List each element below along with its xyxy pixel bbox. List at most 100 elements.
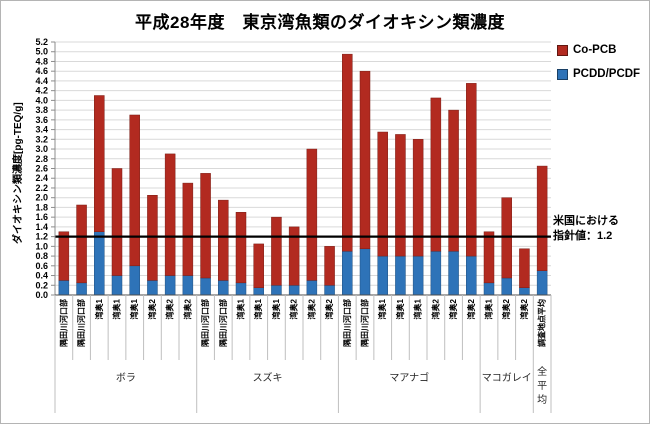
bar-segment-co-pcb (111, 168, 123, 276)
bar-segment-pcdd-pcdf (412, 255, 424, 296)
bar-segment-pcdd-pcdf (395, 255, 406, 296)
x-tick-label: 湾奥1 (129, 298, 139, 319)
bar-segment-pcdd-pcdf (182, 275, 194, 296)
bar-segment-pcdd-pcdf (288, 285, 300, 296)
legend-item-pcdd-pcdf: PCDD/PCDF (557, 68, 640, 80)
bar-segment-pcdd-pcdf (164, 275, 176, 296)
bar-segment-co-pcb (288, 226, 300, 286)
y-tick-label: 3.8 (35, 105, 48, 115)
group-label: ボラ (116, 372, 136, 384)
bar-segment-co-pcb (324, 246, 335, 286)
y-tick-label: 1.8 (35, 202, 48, 212)
x-tick-label: 調査地点平均 (537, 299, 547, 347)
x-tick-label: 湾奥2 (165, 298, 175, 319)
legend-swatch-co-pcb (557, 44, 568, 56)
bar-segment-pcdd-pcdf (306, 280, 318, 296)
legend-item-co-pcb: Co-PCB (557, 44, 616, 56)
y-tick-label: 4.8 (35, 56, 48, 66)
bar-segment-pcdd-pcdf (58, 280, 70, 296)
bar-segment-pcdd-pcdf (536, 270, 548, 296)
bar-segment-pcdd-pcdf (94, 231, 105, 296)
bar-segment-pcdd-pcdf (76, 282, 87, 296)
y-tick-label: 1.6 (35, 212, 48, 222)
y-tick-label: 0.6 (35, 261, 48, 271)
y-tick-label: 2.8 (35, 154, 48, 164)
bar-segment-co-pcb (164, 153, 176, 276)
bar-segment-co-pcb (218, 199, 229, 281)
bar-segment-co-pcb (147, 195, 158, 281)
bar-segment-co-pcb (483, 231, 495, 284)
x-tick-label: 湾奥1 (253, 298, 263, 319)
bar-segment-pcdd-pcdf (483, 282, 495, 296)
bar-segment-pcdd-pcdf (129, 265, 140, 296)
y-tick-label: 1.2 (35, 232, 48, 242)
y-tick-label: 2.4 (35, 173, 48, 183)
x-tick-label: 隅田川河口部 (200, 299, 210, 347)
x-tick-label: 湾奥1 (236, 298, 246, 319)
bar-segment-pcdd-pcdf (235, 282, 247, 296)
y-tick-label: 2.2 (35, 183, 48, 193)
y-tick-label: 0.0 (35, 290, 48, 300)
x-tick-label: 隅田川河口部 (342, 299, 352, 347)
x-tick-label: 湾奥1 (94, 298, 104, 319)
bar-segment-pcdd-pcdf (111, 275, 123, 296)
y-tick-label: 4.0 (35, 95, 48, 105)
group-label: 全平均 (537, 365, 547, 406)
bar-segment-co-pcb (412, 139, 424, 257)
bar-segment-pcdd-pcdf (448, 250, 459, 296)
x-tick-label: 湾奥1 (112, 298, 122, 319)
x-tick-label: 湾奥2 (466, 298, 476, 319)
y-tick-label: 3.2 (35, 134, 48, 144)
group-label: マコガレイ (482, 372, 532, 384)
y-tick-label: 3.0 (35, 144, 48, 154)
y-tick-label: 4.4 (35, 76, 48, 86)
bar-segment-co-pcb (235, 212, 247, 284)
bar-segment-pcdd-pcdf (377, 255, 388, 296)
bar-segment-co-pcb (359, 70, 371, 250)
bar-segment-pcdd-pcdf (342, 250, 353, 296)
y-axis-label: ダイオキシン類濃度[pg-TEQ/g] (13, 102, 24, 244)
x-tick-label: 隅田川河口部 (76, 299, 86, 347)
bar-segment-co-pcb (519, 248, 530, 288)
bar-segment-co-pcb (501, 197, 512, 279)
bar-segment-co-pcb (466, 83, 477, 257)
y-tick-label: 4.6 (35, 66, 48, 76)
annotation-line-1: 米国における (553, 215, 619, 227)
bar-segment-co-pcb (377, 131, 388, 257)
x-tick-label: 湾奥1 (271, 298, 281, 319)
y-tick-label: 5.0 (35, 47, 48, 57)
group-label: スズキ (253, 371, 283, 384)
bar-segment-co-pcb (448, 109, 459, 252)
x-tick-label: 湾奥1 (377, 298, 387, 319)
group-label: マアナゴ (389, 371, 429, 384)
bar-segment-co-pcb (200, 173, 211, 279)
x-tick-label: 湾奥2 (448, 298, 458, 319)
bar-segment-co-pcb (76, 204, 87, 284)
chart-title: 平成28年度 東京湾魚類のダイオキシン類濃度 (135, 13, 505, 32)
x-tick-label: 隅田川河口部 (360, 299, 370, 347)
bar-segment-co-pcb (271, 216, 282, 286)
bar-segment-pcdd-pcdf (271, 285, 282, 296)
bar-segment-co-pcb (342, 53, 353, 252)
y-tick-label: 2.6 (35, 164, 48, 174)
x-tick-label: 湾奥2 (147, 298, 157, 319)
x-tick-label: 湾奥2 (182, 298, 192, 319)
bar-segment-co-pcb (306, 148, 318, 281)
x-tick-label: 湾奥1 (484, 298, 494, 319)
bar-segment-pcdd-pcdf (519, 287, 530, 296)
reference-line-annotation: 米国における 指針値：1.2 (553, 214, 647, 244)
x-tick-label: 湾奥2 (519, 298, 529, 319)
x-tick-label: 湾奥1 (395, 298, 405, 319)
bar-segment-pcdd-pcdf (218, 280, 229, 296)
bar-segment-co-pcb (94, 95, 105, 233)
y-tick-label: 3.6 (35, 115, 48, 125)
x-tick-label: 湾奥2 (430, 298, 440, 319)
x-tick-label: 湾奥2 (324, 298, 334, 319)
bar-segment-co-pcb (536, 165, 548, 271)
annotation-line-2: 指針値：1.2 (553, 230, 613, 242)
bar-segment-pcdd-pcdf (359, 248, 371, 296)
bar-segment-pcdd-pcdf (147, 280, 158, 296)
y-tick-label: 5.2 (35, 37, 48, 47)
